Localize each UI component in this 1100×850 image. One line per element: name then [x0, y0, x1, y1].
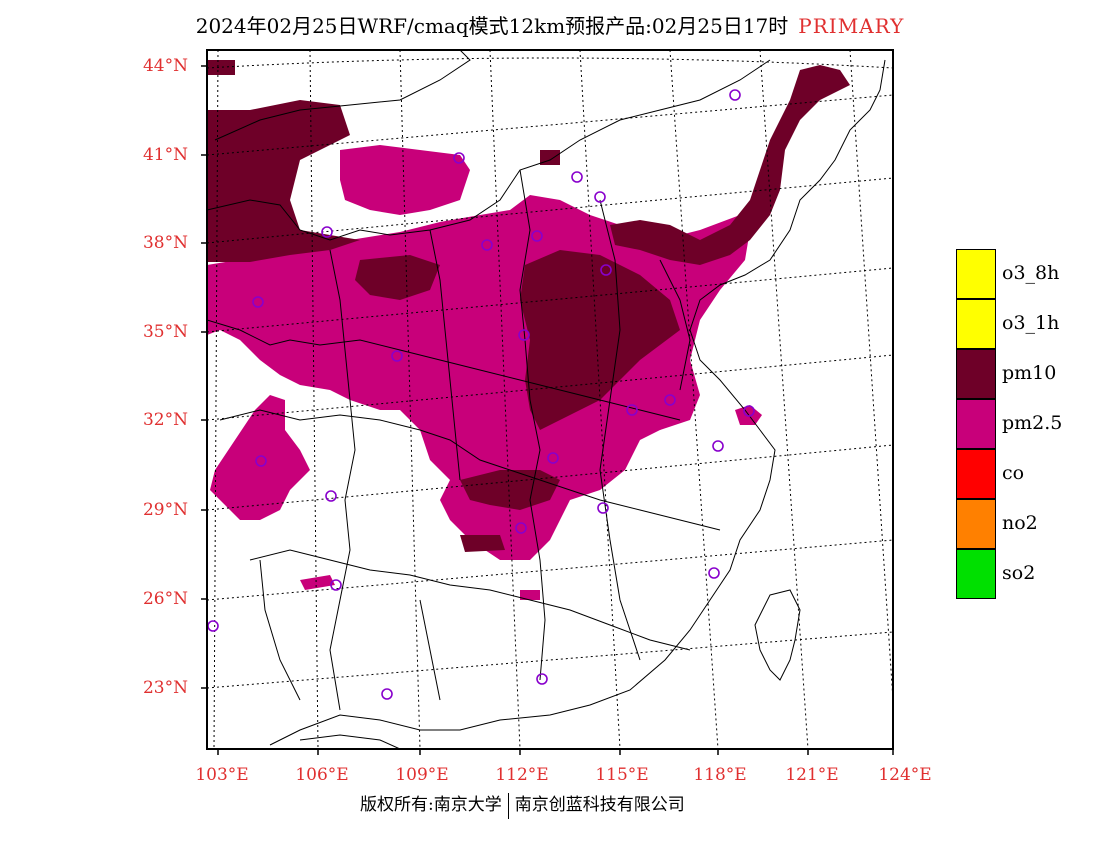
graticule — [207, 50, 893, 749]
copyright-owner: 版权所有:南京大学 — [360, 795, 502, 815]
map-title: 2024年02月25日WRF/cmaq模式12km预报产品:02月25日17时 P… — [0, 10, 1100, 39]
legend-label: co — [1002, 462, 1025, 484]
footer-divider — [507, 792, 509, 819]
lat-label-32: 32°N — [142, 410, 188, 430]
lon-label-106: 106°E — [295, 765, 349, 785]
lat-label-44: 44°N — [142, 56, 188, 76]
lat-label-38: 38°N — [142, 233, 188, 253]
lon-label-112: 112°E — [495, 765, 549, 785]
lon-label-109: 109°E — [395, 765, 449, 785]
legend-item-co: co — [956, 449, 1100, 499]
legend-swatch — [956, 449, 996, 499]
legend-swatch — [956, 499, 996, 549]
legend-label: no2 — [1002, 512, 1038, 534]
legend-swatch — [956, 249, 996, 299]
copyright-footer: 版权所有:南京大学 南京创蓝科技有限公司 — [360, 790, 685, 819]
lat-label-29: 29°N — [142, 500, 188, 520]
legend-item-pm25: pm2.5 — [956, 399, 1100, 449]
legend-label: o3_1h — [1002, 312, 1060, 334]
lat-label-35: 35°N — [142, 322, 188, 342]
lat-label-26: 26°N — [142, 589, 188, 609]
legend-label: o3_8h — [1002, 262, 1060, 284]
station-markers — [207, 89, 755, 700]
lon-label-118: 118°E — [693, 765, 747, 785]
copyright-company: 南京创蓝科技有限公司 — [514, 795, 685, 815]
lat-label-23: 23°N — [142, 678, 188, 698]
legend-swatch — [956, 349, 996, 399]
legend-item-so2: so2 — [956, 549, 1100, 599]
map-frame — [206, 49, 894, 750]
lat-label-41: 41°N — [142, 145, 188, 165]
lon-label-124: 124°E — [878, 765, 932, 785]
lon-label-103: 103°E — [195, 765, 249, 785]
legend-label: pm10 — [1002, 362, 1057, 384]
boundaries — [207, 50, 886, 749]
pm10-regions — [207, 60, 850, 552]
title-tag: PRIMARY — [798, 14, 905, 38]
lon-label-115: 115°E — [595, 765, 649, 785]
legend-item-o3-1h: o3_1h — [956, 299, 1100, 349]
legend-item-o3-8h: o3_8h — [956, 249, 1100, 299]
legend-item-no2: no2 — [956, 499, 1100, 549]
legend-item-pm10: pm10 — [956, 349, 1100, 399]
axis-ticks — [201, 65, 894, 755]
legend-label: so2 — [1002, 562, 1036, 584]
title-text: 2024年02月25日WRF/cmaq模式12km预报产品:02月25日17时 — [195, 14, 789, 38]
legend-swatch — [956, 399, 996, 449]
legend-label: pm2.5 — [1002, 412, 1063, 434]
lon-label-121: 121°E — [785, 765, 839, 785]
legend-swatch — [956, 299, 996, 349]
legend-swatch — [956, 549, 996, 599]
